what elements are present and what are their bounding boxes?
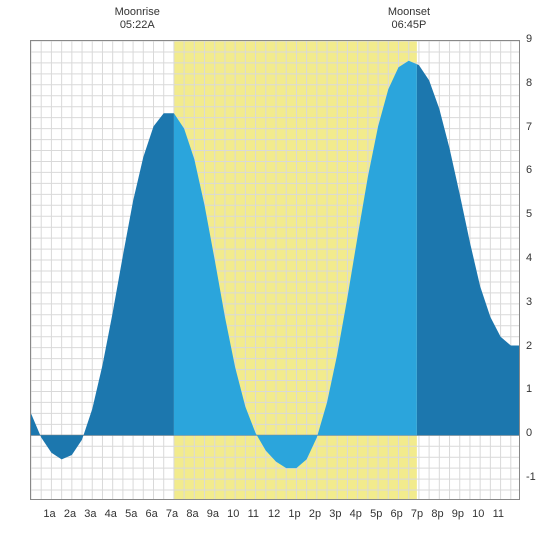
moonrise-label: Moonrise 05:22A xyxy=(115,6,160,32)
x-tick-label: 9a xyxy=(207,508,219,520)
moonset-label: Moonset 06:45P xyxy=(388,6,430,32)
y-tick-label: -1 xyxy=(526,471,536,483)
x-tick-label: 3p xyxy=(329,508,341,520)
plot-svg xyxy=(31,41,520,500)
y-tick-label: 8 xyxy=(526,77,532,89)
moonrise-title: Moonrise xyxy=(115,6,160,18)
moonrise-time: 05:22A xyxy=(120,19,155,31)
tide-chart: Moonrise 05:22A Moonset 06:45P 1a 2a 3a 4a 5… xyxy=(0,0,550,550)
y-tick-label: 4 xyxy=(526,252,532,264)
y-tick-label: 3 xyxy=(526,296,532,308)
x-tick-label: 6a xyxy=(146,508,158,520)
x-tick-label: 10 xyxy=(472,508,484,520)
x-tick-label: 3a xyxy=(84,508,96,520)
x-tick-label: 9p xyxy=(452,508,464,520)
x-tick-label: 7p xyxy=(411,508,423,520)
x-tick-label: 8a xyxy=(186,508,198,520)
x-tick-label: 5p xyxy=(370,508,382,520)
x-tick-label: 6p xyxy=(391,508,403,520)
y-tick-label: 6 xyxy=(526,164,532,176)
plot-area xyxy=(30,40,520,500)
y-tick-label: 7 xyxy=(526,121,532,133)
x-tick-label: 2a xyxy=(64,508,76,520)
x-tick-label: 5a xyxy=(125,508,137,520)
x-tick-label: 1p xyxy=(288,508,300,520)
y-tick-label: 1 xyxy=(526,383,532,395)
moonset-time: 06:45P xyxy=(391,19,426,31)
x-tick-label: 2p xyxy=(309,508,321,520)
x-tick-label: 7a xyxy=(166,508,178,520)
x-tick-label: 12 xyxy=(268,508,280,520)
x-tick-label: 1a xyxy=(43,508,55,520)
x-tick-label: 11 xyxy=(248,508,259,520)
x-tick-label: 11 xyxy=(493,508,504,520)
x-tick-label: 4p xyxy=(350,508,362,520)
x-tick-label: 8p xyxy=(431,508,443,520)
y-tick-label: 0 xyxy=(526,427,532,439)
y-tick-label: 2 xyxy=(526,340,532,352)
y-tick-label: 5 xyxy=(526,208,532,220)
y-tick-label: 9 xyxy=(526,33,532,45)
x-tick-label: 4a xyxy=(105,508,117,520)
moonset-title: Moonset xyxy=(388,6,430,18)
x-tick-label: 10 xyxy=(227,508,239,520)
